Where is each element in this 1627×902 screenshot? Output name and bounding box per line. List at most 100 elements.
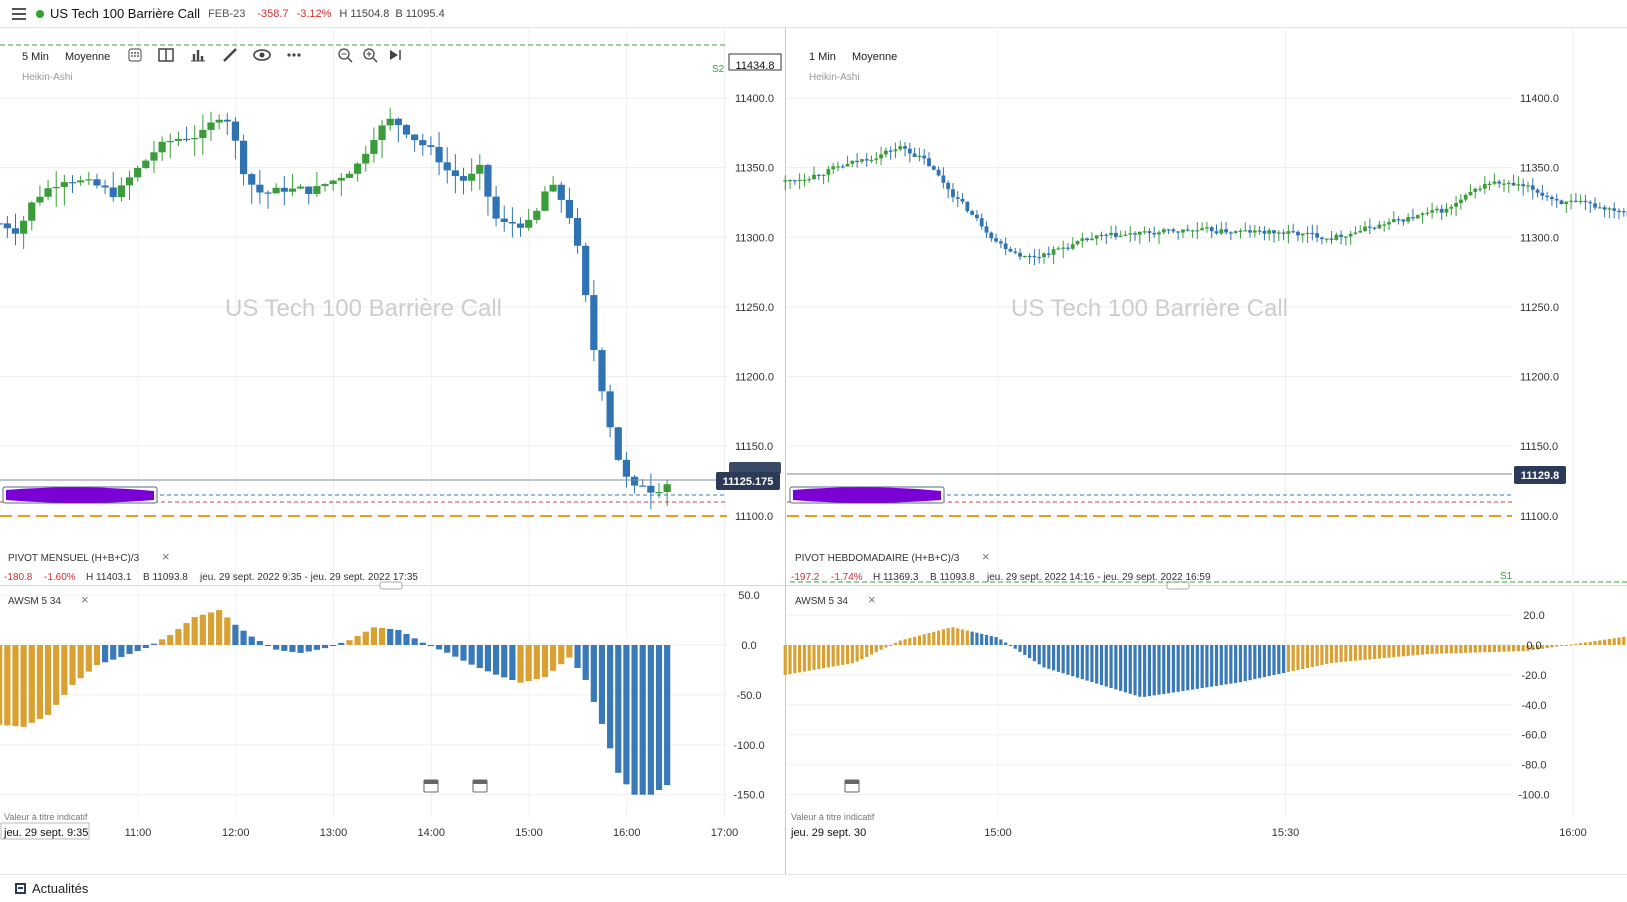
calendar-grid-icon[interactable]	[128, 48, 142, 62]
indicator-close-icon[interactable]: ×	[81, 592, 89, 607]
candle-body	[1597, 207, 1602, 209]
candle-body	[125, 177, 134, 186]
price-axis-label: 11200.0	[1520, 372, 1559, 384]
pivot-close-icon[interactable]: ×	[162, 549, 170, 564]
candle-body	[951, 189, 955, 198]
hamburger-icon[interactable]	[12, 7, 26, 20]
osc-bar	[1277, 645, 1281, 675]
candle-body	[903, 146, 907, 149]
candle-body	[1272, 230, 1276, 234]
candle-body	[557, 184, 565, 200]
osc-bar	[1162, 645, 1166, 694]
candle-body	[1070, 244, 1075, 249]
osc-bar	[793, 645, 797, 674]
candle-body	[296, 186, 305, 189]
bar-chart-icon[interactable]	[191, 50, 205, 62]
price-axis-label: 11100.0	[735, 511, 773, 523]
play-end-icon[interactable]	[390, 50, 401, 60]
candle-body	[1200, 228, 1205, 231]
candle-body	[1037, 256, 1042, 259]
indicator-label: AWSM 5 34	[795, 596, 848, 607]
candle-body	[199, 129, 207, 139]
candle-body	[1109, 232, 1113, 235]
candle-body	[345, 173, 354, 178]
zoom-out-icon[interactable]	[338, 48, 353, 63]
candle-body	[516, 223, 525, 228]
candle-body	[1569, 200, 1573, 202]
candle-body	[1545, 195, 1550, 198]
pivot-close-icon[interactable]: ×	[982, 549, 990, 564]
icon-bar	[192, 54, 196, 61]
price-type-select[interactable]: Moyenne	[65, 51, 110, 63]
calendar-icon[interactable]	[423, 779, 439, 793]
osc-bar	[1123, 645, 1128, 693]
price-type-select[interactable]: Moyenne	[852, 51, 897, 63]
osc-bar	[841, 645, 845, 665]
osc-bar	[879, 645, 883, 650]
candle-body	[1267, 230, 1272, 234]
osc-bar	[975, 632, 979, 645]
pivot-label: PIVOT MENSUEL (H+B+C)/3	[8, 553, 140, 564]
candle-body	[158, 141, 166, 153]
candle-body	[1602, 207, 1607, 210]
calendar-icon[interactable]	[844, 779, 860, 793]
osc-bar	[1138, 645, 1142, 697]
candle-body	[443, 162, 451, 171]
current-price-tag[interactable]	[1514, 466, 1566, 484]
candle-body	[1526, 185, 1530, 187]
candle-body	[788, 180, 792, 182]
osc-bar	[951, 627, 955, 645]
osc-bar	[1349, 645, 1353, 662]
osc-bar	[817, 645, 821, 670]
osc-bar	[566, 645, 573, 658]
instrument-name[interactable]: US Tech 100 Barrière Call	[50, 6, 201, 21]
zoom-in-icon[interactable]	[363, 48, 378, 63]
candle-body	[1492, 181, 1497, 184]
split-view-icon[interactable]	[158, 48, 174, 62]
candle-body	[1583, 200, 1588, 203]
more-icon[interactable]	[287, 53, 301, 57]
redaction-mark	[6, 487, 154, 503]
candle-body	[1458, 199, 1463, 203]
candle-body	[1291, 231, 1296, 233]
osc-bar	[509, 645, 516, 681]
timeframe-select[interactable]: 1 Min	[809, 51, 836, 63]
indicator-close-icon[interactable]: ×	[868, 592, 876, 607]
candle-body	[1061, 247, 1066, 249]
candle-body	[1406, 217, 1411, 222]
osc-bar	[101, 645, 109, 663]
current-price-tag[interactable]	[716, 472, 780, 490]
osc-axis-label: 20.0	[1523, 610, 1544, 622]
candle-body	[419, 140, 427, 146]
icon-shape	[338, 48, 350, 60]
osc-bar	[126, 645, 133, 654]
day-low: B 11095.4	[395, 7, 445, 20]
calendar-icon[interactable]	[472, 779, 488, 793]
osc-bar	[207, 612, 215, 645]
osc-bar	[297, 645, 304, 653]
osc-bar	[1152, 645, 1156, 696]
osc-bar	[1564, 645, 1568, 646]
eye-icon[interactable]	[253, 49, 271, 61]
osc-bar	[1540, 645, 1544, 649]
candle-body	[1482, 184, 1487, 189]
candle-body	[1502, 183, 1506, 185]
candle-body	[1075, 240, 1080, 245]
pane-resize-handle[interactable]	[379, 581, 403, 590]
candle-body	[883, 150, 888, 155]
news-label[interactable]: Actualités	[32, 881, 89, 896]
pane-resize-handle[interactable]	[1166, 581, 1190, 590]
osc-bar	[607, 645, 614, 749]
pencil-icon[interactable]	[223, 48, 237, 62]
osc-bar	[1210, 645, 1214, 687]
osc-bar	[999, 639, 1003, 645]
candle-body	[922, 155, 927, 159]
candle-body	[11, 228, 20, 234]
news-icon[interactable]	[15, 883, 26, 894]
osc-bar	[821, 645, 826, 669]
candle-body	[1315, 233, 1320, 238]
osc-bar	[989, 635, 993, 645]
osc-bar	[1492, 645, 1497, 652]
candle-body	[1008, 249, 1013, 252]
timeframe-select[interactable]: 5 Min	[22, 51, 49, 63]
